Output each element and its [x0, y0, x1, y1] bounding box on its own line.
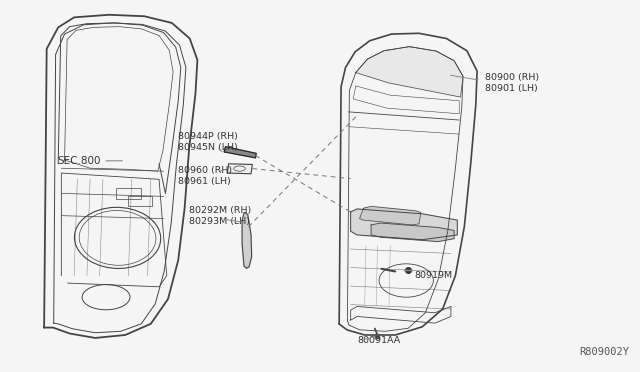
Text: 80900 (RH)
80901 (LH): 80900 (RH) 80901 (LH) — [484, 73, 539, 93]
Polygon shape — [227, 164, 252, 174]
Text: 80091AA: 80091AA — [357, 336, 400, 346]
Polygon shape — [242, 213, 252, 268]
Text: 80944P (RH)
80945N (LH): 80944P (RH) 80945N (LH) — [178, 132, 238, 152]
Text: 80292M (RH)
80293M (LH): 80292M (RH) 80293M (LH) — [189, 206, 252, 226]
Text: 80960 (RH)
80961 (LH): 80960 (RH) 80961 (LH) — [178, 166, 232, 186]
Bar — [116, 188, 141, 199]
Polygon shape — [356, 46, 463, 97]
Text: 80919M: 80919M — [415, 271, 452, 280]
Polygon shape — [360, 206, 421, 225]
Polygon shape — [351, 209, 458, 240]
Text: SEC.800: SEC.800 — [57, 156, 122, 166]
Bar — [128, 196, 152, 206]
Polygon shape — [371, 223, 454, 241]
Polygon shape — [224, 147, 256, 158]
Text: R809002Y: R809002Y — [580, 347, 630, 357]
